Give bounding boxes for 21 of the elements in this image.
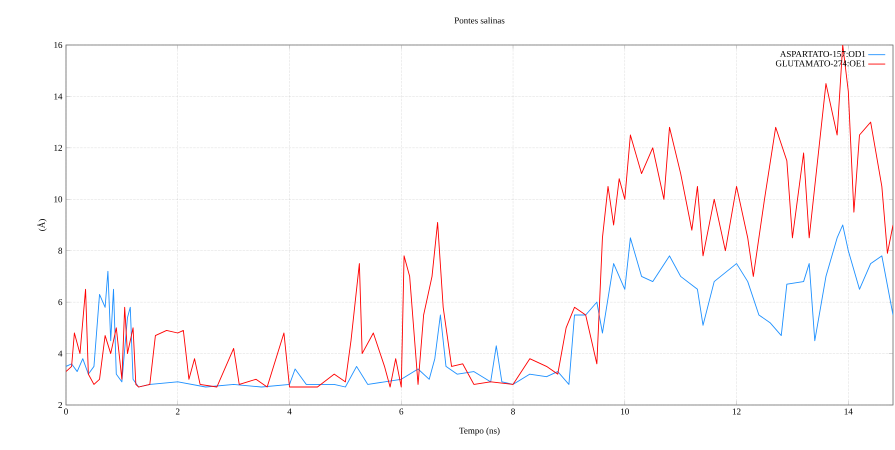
y-tick-label: 10 (54, 196, 62, 202)
y-tick-label: 4 (58, 350, 62, 357)
chart-title: Pontes salinas (454, 17, 504, 24)
y-tick-label: 14 (54, 93, 62, 100)
x-axis-title: Tempo (ns) (459, 427, 500, 436)
line-series (66, 224, 894, 388)
y-tick-label: 6 (58, 299, 62, 306)
x-tick-label: 4 (287, 408, 292, 414)
y-tick-label: 12 (54, 144, 62, 151)
line-series (66, 44, 894, 388)
x-tick-label: 10 (621, 408, 629, 415)
y-tick-label: 2 (58, 402, 62, 408)
y-tick-label: 8 (58, 248, 62, 254)
x-tick-label: 14 (844, 408, 853, 414)
x-tick-label: 12 (732, 408, 741, 414)
x-tick-label: 6 (399, 408, 404, 415)
x-tick-label: 8 (511, 408, 515, 415)
x-tick-label: 2 (176, 408, 180, 414)
y-tick-label: 16 (54, 42, 62, 48)
y-axis-title: (Å) (37, 219, 47, 231)
x-tick-label: 0 (64, 408, 68, 415)
